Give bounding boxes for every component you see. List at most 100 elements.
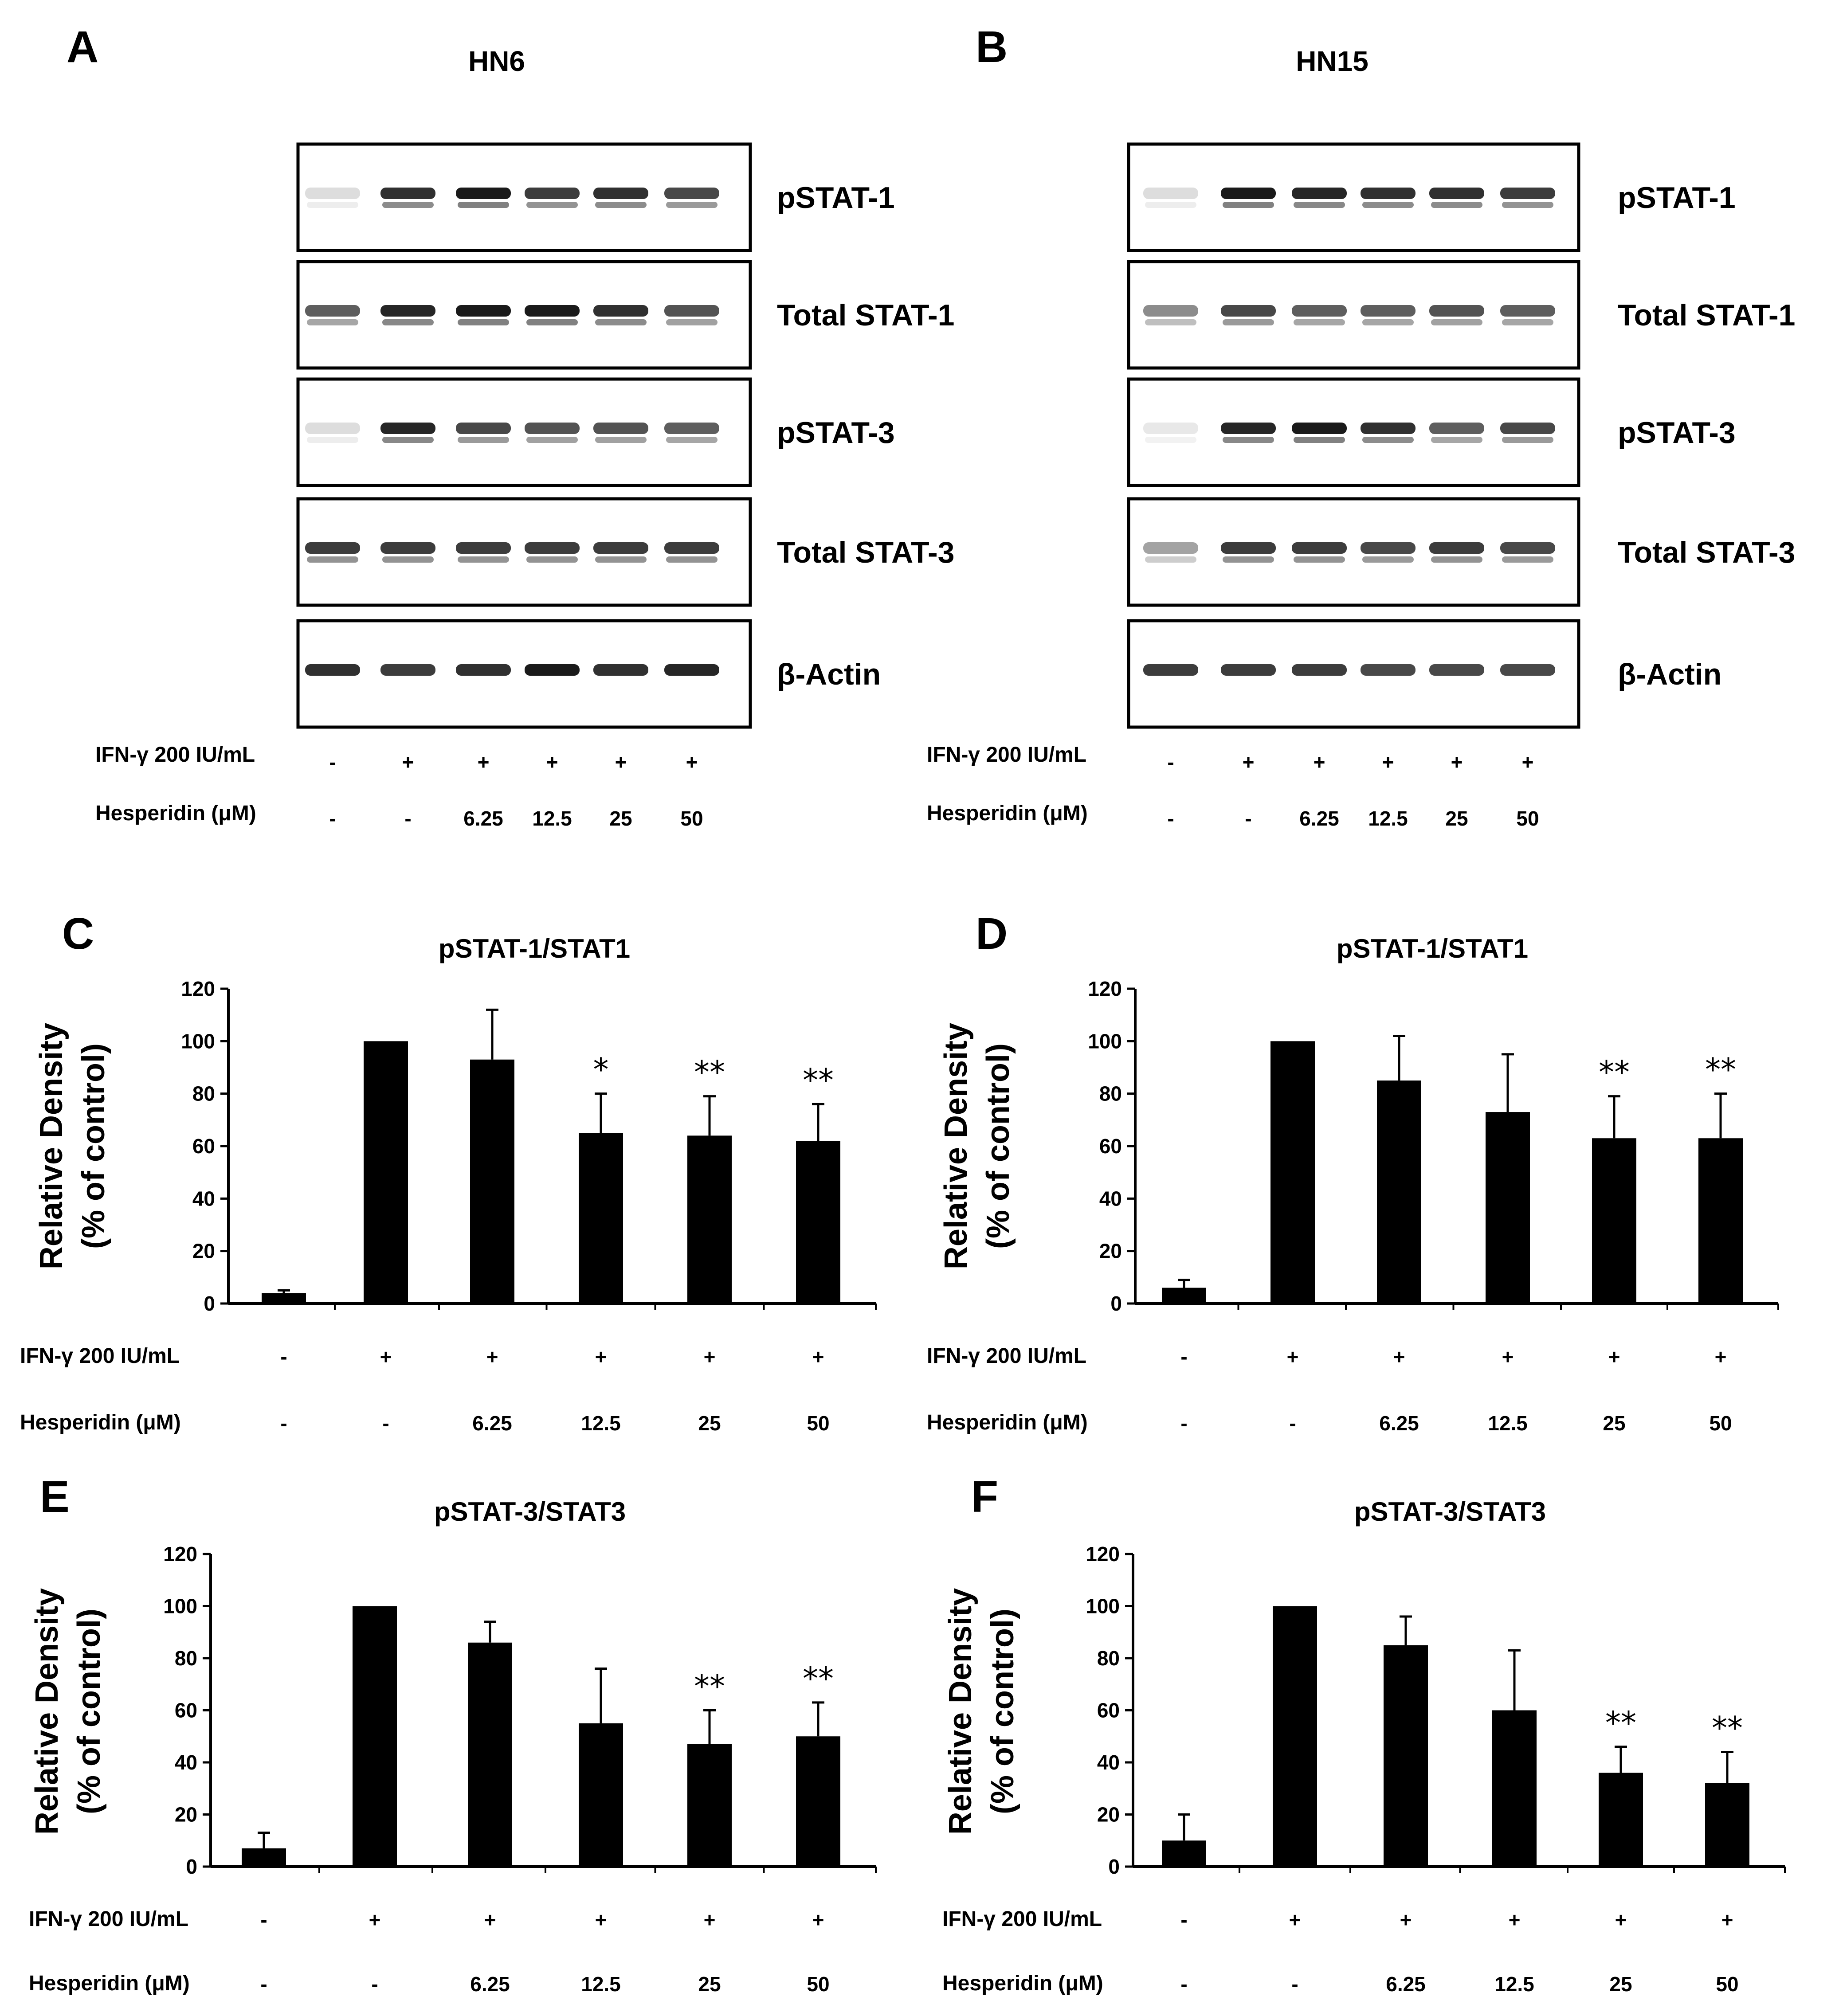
band (305, 188, 360, 199)
ifn-value: - (1180, 1908, 1187, 1931)
panel-letter: D (976, 909, 1008, 959)
cell-line-title: HN6 (468, 45, 525, 77)
blot-row-label: pSTAT-1 (777, 181, 895, 215)
ifn-value: + (1721, 1908, 1733, 1931)
bar (796, 1141, 840, 1304)
band-lower (526, 202, 578, 208)
band (1500, 305, 1555, 317)
band-lower (458, 319, 509, 325)
ifn-value: + (704, 1908, 716, 1931)
band-lower (666, 319, 718, 325)
hesperidin-value: 6.25 (470, 1973, 510, 1996)
y-axis-label: Relative Density (938, 1023, 974, 1269)
ifn-label: IFN-γ 200 IU/mL (29, 1907, 188, 1931)
band (456, 542, 511, 554)
hesperidin-label: Hesperidin (μM) (927, 1411, 1088, 1434)
band-lower (1431, 556, 1482, 563)
y-tick-label: 80 (1097, 1647, 1120, 1670)
ifn-value: + (615, 751, 627, 774)
band (1361, 542, 1416, 554)
chart-title: pSTAT-3/STAT3 (1354, 1497, 1546, 1527)
hesperidin-value: - (404, 807, 411, 830)
bar (1162, 1840, 1206, 1867)
bar (470, 1059, 514, 1304)
band-lower (526, 437, 578, 443)
band (1429, 305, 1484, 317)
hesperidin-value: 12.5 (532, 807, 572, 830)
blot-row-label: pSTAT-1 (1618, 181, 1736, 215)
y-axis-label: Relative Density (34, 1023, 69, 1269)
band-lower (307, 319, 358, 325)
hesperidin-value: 50 (1709, 1412, 1732, 1435)
hesperidin-value: - (1289, 1412, 1296, 1435)
y-tick-label: 40 (1099, 1187, 1122, 1210)
band-lower (1502, 319, 1553, 325)
bar (468, 1642, 512, 1867)
ifn-label: IFN-γ 200 IU/mL (927, 743, 1086, 767)
band-lower (1431, 202, 1482, 208)
band (1221, 423, 1276, 434)
ifn-value: + (595, 1908, 607, 1931)
band-lower (1145, 202, 1196, 208)
hesperidin-label: Hesperidin (μM) (29, 1972, 190, 1995)
significance-marker: ** (1712, 1710, 1743, 1746)
band (1221, 542, 1276, 554)
hesperidin-label: Hesperidin (μM) (927, 802, 1088, 825)
chart-title: pSTAT-3/STAT3 (434, 1497, 626, 1527)
ifn-value: + (1509, 1908, 1521, 1931)
blot-row-label: Total STAT-1 (777, 298, 954, 332)
blot-row-label: Total STAT-3 (777, 536, 954, 569)
bar (1384, 1645, 1428, 1867)
band (593, 423, 648, 434)
band-lower (1145, 556, 1196, 563)
band-lower (1431, 437, 1482, 443)
hesperidin-value: - (280, 1412, 287, 1435)
y-tick-label: 100 (1086, 1595, 1120, 1618)
ifn-value: - (1180, 1345, 1187, 1368)
hesperidin-value: - (1167, 807, 1174, 830)
band-lower (1223, 319, 1274, 325)
ifn-value: + (1393, 1345, 1405, 1368)
y-axis-label: Relative Density (29, 1588, 65, 1835)
band (1143, 188, 1198, 199)
hesperidin-value: 6.25 (463, 807, 503, 830)
blot-panel-a: A HN6 pSTAT-1 Total STAT-1 pSTAT-3 Total STAT… (67, 22, 954, 830)
hesperidin-label: Hesperidin (μM) (942, 1972, 1103, 1995)
band (1221, 664, 1276, 676)
band-lower (595, 319, 647, 325)
bar (1270, 1041, 1315, 1304)
ifn-value: - (329, 751, 336, 774)
ifn-value: + (595, 1345, 607, 1368)
y-tick-label: 120 (163, 1542, 197, 1566)
hesperidin-value: 25 (1603, 1412, 1625, 1435)
band-lower (1502, 437, 1553, 443)
band (525, 664, 580, 676)
chart-title: pSTAT-1/STAT1 (1337, 934, 1528, 963)
y-tick-label: 40 (175, 1751, 197, 1774)
band-lower (1362, 319, 1414, 325)
band (525, 423, 580, 434)
band (305, 305, 360, 317)
band-lower (1294, 437, 1345, 443)
significance-marker: * (593, 1052, 609, 1088)
band (1143, 542, 1198, 554)
y-axis-label-units: (% of control) (71, 1609, 107, 1814)
band (1221, 305, 1276, 317)
band (525, 305, 580, 317)
panel-letter: C (62, 909, 94, 959)
hesperidin-value: - (260, 1973, 267, 1996)
band (380, 423, 435, 434)
bar (796, 1736, 840, 1867)
ifn-label: IFN-γ 200 IU/mL (942, 1907, 1102, 1931)
significance-marker: ** (694, 1054, 725, 1091)
ifn-value: + (1382, 751, 1394, 774)
hesperidin-value: 50 (807, 1412, 829, 1435)
band (380, 188, 435, 199)
band (1292, 664, 1347, 676)
ifn-value: + (546, 751, 558, 774)
ifn-value: + (1522, 751, 1534, 774)
blot-row-label: Total STAT-3 (1618, 536, 1795, 569)
band (305, 542, 360, 554)
band-lower (1223, 437, 1274, 443)
hesperidin-value: - (1291, 1973, 1298, 1996)
